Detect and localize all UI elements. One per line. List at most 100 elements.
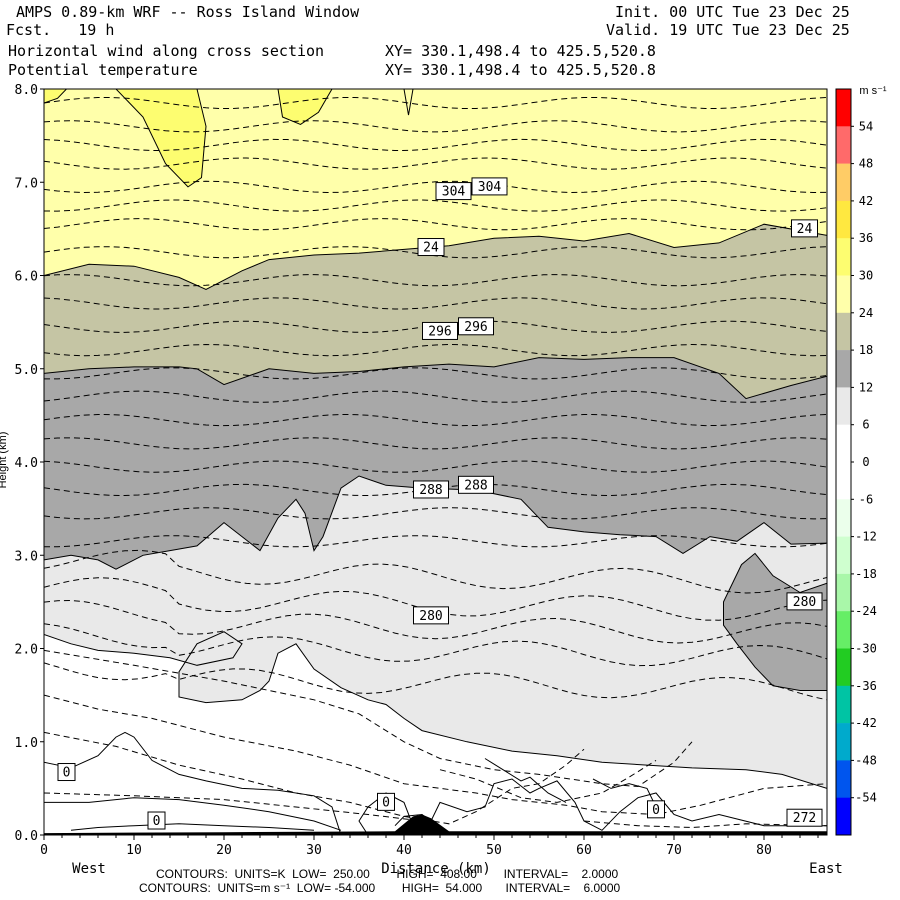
x-tick-label: 40 xyxy=(396,843,412,858)
plot-area xyxy=(44,89,827,835)
contour-label: 304 xyxy=(442,185,466,200)
colorbar-label: 42 xyxy=(859,194,873,208)
contour-label: 280 xyxy=(419,609,442,624)
contour-label: 0 xyxy=(382,795,390,810)
wind-pocket-line xyxy=(403,89,414,116)
colorbar-label: -30 xyxy=(855,642,877,656)
wind-band-boundary-2 xyxy=(44,475,827,570)
y-tick-label: 4.0 xyxy=(15,456,38,471)
theta-isoline-15 xyxy=(44,437,827,450)
valid-time: Valid. 19 UTC Tue 23 Dec 25 xyxy=(606,21,850,39)
x-tick-label: 60 xyxy=(576,843,592,858)
xy-range-theta: XY= 330.1,498.4 to 425.5,520.8 xyxy=(385,61,656,79)
contour-label: 0 xyxy=(652,803,660,818)
contour-labels: 304 304 24 24 296 296 288 288 280 280 0 0 0 0 272 xyxy=(57,177,823,830)
colorbar-label: -6 xyxy=(859,492,873,506)
theta-isoline-19 xyxy=(44,535,827,548)
y-tick-label: 3.0 xyxy=(15,549,38,564)
theta-isoline-4 xyxy=(44,180,827,194)
x-right-label: East xyxy=(809,861,843,877)
colorbar-segment xyxy=(836,126,851,164)
contour-label: 296 xyxy=(464,320,487,335)
contour-label-box xyxy=(791,219,818,238)
colorbar-segment xyxy=(836,163,851,202)
contour-label-box xyxy=(377,792,395,811)
theta-isoline-3 xyxy=(44,157,827,170)
wind-band-boundary-1 xyxy=(44,357,827,400)
colorbar-label: 12 xyxy=(859,380,873,394)
theta-isoline-0 xyxy=(44,97,827,109)
x-tick-label: 30 xyxy=(306,843,322,858)
y-tick-label: 2.0 xyxy=(15,643,38,658)
colorbar-label: 6 xyxy=(862,418,869,432)
colorbar-label: 30 xyxy=(859,269,873,283)
theta-isoline-8 xyxy=(44,274,827,287)
theta-isoline-20 xyxy=(44,549,827,594)
x-tick-label: 0 xyxy=(40,843,48,858)
contour-label: 272 xyxy=(793,811,816,826)
colorbar-label: 48 xyxy=(859,157,873,171)
wind-contour-low-5 xyxy=(70,823,315,831)
contour-label: 0 xyxy=(153,814,161,829)
terrain xyxy=(44,814,827,835)
theta-isoline-22 xyxy=(44,599,827,644)
theta-isoline-2 xyxy=(44,138,827,152)
theta-isoline-5 xyxy=(44,199,827,212)
theta-isoline-1 xyxy=(44,120,827,133)
colorbar-segment xyxy=(836,89,851,127)
colorbar-label: -48 xyxy=(855,753,877,767)
init-time: Init. 00 UTC Tue 23 Dec 25 xyxy=(615,3,850,21)
theta-isoline-6 xyxy=(44,218,827,231)
forecast-hour: Fcst. 19 h xyxy=(6,21,115,39)
contours-theta-info: CONTOURS: UNITS=K LOW= 250.00 HIGH= 408.… xyxy=(156,867,619,881)
colorbar-label: -18 xyxy=(855,567,877,581)
theta-isoline-low-4 xyxy=(439,759,657,803)
contour-label-box xyxy=(57,763,76,782)
wind-island-12-18 xyxy=(723,552,827,691)
wind-band-boundary-3 xyxy=(44,631,827,789)
wind-contour-low-1 xyxy=(44,797,342,831)
contour-label-box xyxy=(458,475,494,494)
wind-pocket-30-left xyxy=(44,89,68,104)
colorbar-segment xyxy=(836,723,851,761)
contour-label: 280 xyxy=(793,595,816,610)
contours-wind-info: CONTOURS: UNITS=m s⁻¹ LOW= -54.000 HIGH=… xyxy=(139,881,621,895)
contour-label-box xyxy=(147,811,166,830)
colorbar-segment xyxy=(836,536,851,575)
theta-isoline-13 xyxy=(44,390,827,403)
colorbar-label: -54 xyxy=(855,791,877,805)
contour-label-box xyxy=(786,592,823,611)
wind-band-12-18 xyxy=(44,357,827,570)
contour-label-box xyxy=(458,317,494,336)
wind-contour-low-4 xyxy=(592,778,657,808)
colorbar-segment xyxy=(836,312,851,351)
theta-isoline-24 xyxy=(44,662,827,701)
theta-isoline-12 xyxy=(44,367,827,380)
contour-label-box xyxy=(435,182,472,201)
contour-label: 24 xyxy=(423,241,439,256)
x-tick-label: 20 xyxy=(216,843,232,858)
colorbar: 54 48 42 36 30 24 18 12 6 0 -6 -12 -18 -24 -30 -36 -42 -4… xyxy=(835,85,887,836)
theta-isoline-18 xyxy=(44,507,827,520)
axes: 0 10 20 30 40 50 60 70 800.01.02.03.04.05.06.07.… xyxy=(15,83,819,858)
theta-isoline-11 xyxy=(44,343,827,357)
x-tick-label: 50 xyxy=(486,843,502,858)
colorbar-segment xyxy=(836,685,851,724)
y-tick-label: 1.0 xyxy=(15,736,38,751)
colorbar-segment xyxy=(836,424,851,463)
y-tick-label: 0.0 xyxy=(15,829,38,844)
contour-label-box xyxy=(413,606,449,625)
y-tick-label: 7.0 xyxy=(15,176,38,191)
colorbar-unit: m s⁻¹ xyxy=(859,85,887,97)
colorbar-label: -12 xyxy=(855,530,877,544)
colorbar-label: 18 xyxy=(859,343,873,357)
colorbar-segment xyxy=(836,499,851,537)
colorbar-segment xyxy=(836,797,851,836)
x-axis-label: Distance (km) xyxy=(381,861,491,877)
contour-label: 0 xyxy=(63,766,71,781)
colorbar-label: 54 xyxy=(859,119,873,133)
contour-label: 304 xyxy=(478,180,502,195)
wind-band-boundary-0 xyxy=(44,223,827,291)
wind-band-6-12 xyxy=(44,476,827,789)
theta-isoline-16 xyxy=(44,460,827,473)
